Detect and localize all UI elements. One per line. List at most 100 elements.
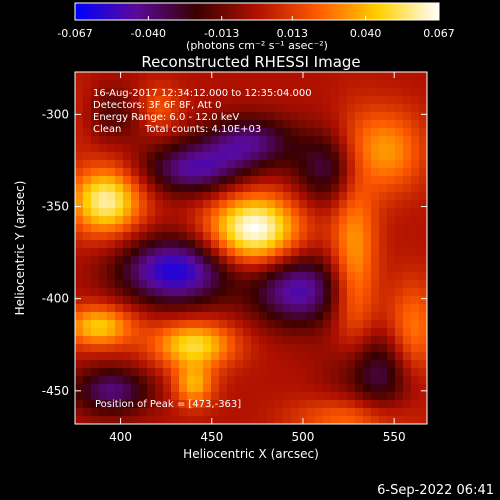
- heatmap-cell: [171, 288, 180, 297]
- heatmap-cell: [171, 216, 180, 225]
- heatmap-cell: [123, 376, 132, 385]
- heatmap-cell: [267, 72, 276, 81]
- heatmap-cell: [187, 376, 196, 385]
- heatmap-cell: [251, 168, 260, 177]
- heatmap-cell: [211, 304, 220, 313]
- heatmap-cell: [411, 104, 420, 113]
- heatmap-cell: [243, 272, 252, 281]
- heatmap-cell: [347, 240, 356, 249]
- heatmap-cell: [171, 120, 180, 129]
- heatmap-cell: [195, 120, 204, 129]
- heatmap-cell: [355, 248, 364, 257]
- heatmap-cell: [379, 224, 388, 233]
- heatmap-cell: [347, 160, 356, 169]
- heatmap-cell: [107, 320, 116, 329]
- heatmap-cell: [419, 344, 427, 353]
- heatmap-cell: [91, 352, 100, 361]
- heatmap-cell: [371, 256, 380, 265]
- heatmap-cell: [147, 144, 156, 153]
- heatmap-cell: [187, 192, 196, 201]
- heatmap-cell: [195, 328, 204, 337]
- heatmap-cell: [163, 176, 172, 185]
- heatmap-cell: [267, 360, 276, 369]
- heatmap-cell: [267, 272, 276, 281]
- heatmap-cell: [339, 400, 348, 409]
- heatmap-cell: [139, 344, 148, 353]
- heatmap-cell: [123, 288, 132, 297]
- heatmap-cell: [83, 312, 92, 321]
- heatmap-cell: [339, 96, 348, 105]
- heatmap-cell: [291, 264, 300, 273]
- heatmap-cell: [363, 232, 372, 241]
- heatmap-cell: [243, 240, 252, 249]
- heatmap-cell: [307, 368, 316, 377]
- heatmap-cell: [75, 352, 84, 361]
- heatmap-cell: [203, 312, 212, 321]
- heatmap-cell: [203, 264, 212, 273]
- heatmap-cell: [283, 344, 292, 353]
- heatmap-cell: [403, 144, 412, 153]
- heatmap-cell: [187, 288, 196, 297]
- heatmap-cell: [323, 336, 332, 345]
- heatmap-cell: [195, 152, 204, 161]
- heatmap-cell: [259, 256, 268, 265]
- heatmap-cell: [339, 392, 348, 401]
- heatmap-cell: [387, 192, 396, 201]
- heatmap-cell: [235, 200, 244, 209]
- heatmap-cell: [123, 400, 132, 409]
- heatmap-cell: [315, 192, 324, 201]
- heatmap-cell: [315, 144, 324, 153]
- heatmap-cell: [91, 288, 100, 297]
- heatmap-cell: [379, 400, 388, 409]
- heatmap-cell: [355, 416, 364, 424]
- heatmap-cell: [267, 232, 276, 241]
- heatmap-cell: [299, 176, 308, 185]
- heatmap-cell: [299, 248, 308, 257]
- heatmap-cell: [91, 232, 100, 241]
- heatmap-cell: [283, 400, 292, 409]
- heatmap-cell: [211, 408, 220, 417]
- heatmap-cell: [139, 328, 148, 337]
- heatmap-cell: [315, 216, 324, 225]
- heatmap-cell: [379, 184, 388, 193]
- heatmap-cell: [155, 208, 164, 217]
- heatmap-cell: [123, 88, 132, 97]
- heatmap-cell: [259, 128, 268, 137]
- heatmap-cell: [347, 104, 356, 113]
- heatmap-cell: [283, 336, 292, 345]
- heatmap-cell: [387, 240, 396, 249]
- heatmap-cell: [275, 120, 284, 129]
- heatmap-cell: [283, 184, 292, 193]
- heatmap-cell: [155, 264, 164, 273]
- heatmap-cell: [179, 328, 188, 337]
- heatmap-cell: [291, 144, 300, 153]
- heatmap-cell: [379, 136, 388, 145]
- heatmap-cell: [395, 120, 404, 129]
- heatmap-cell: [147, 168, 156, 177]
- heatmap-cell: [171, 168, 180, 177]
- heatmap-cell: [155, 376, 164, 385]
- heatmap-cell: [291, 152, 300, 161]
- heatmap-cell: [275, 248, 284, 257]
- heatmap-cell: [419, 80, 427, 89]
- heatmap-cell: [403, 296, 412, 305]
- heatmap-cell: [363, 336, 372, 345]
- heatmap-cell: [419, 384, 427, 393]
- heatmap-cell: [411, 416, 420, 424]
- y-tick-label: -400: [42, 292, 69, 306]
- heatmap-cell: [411, 248, 420, 257]
- heatmap-cell: [131, 320, 140, 329]
- heatmap-cell: [299, 208, 308, 217]
- heatmap-cell: [291, 72, 300, 81]
- heatmap-cell: [291, 312, 300, 321]
- heatmap-cell: [179, 336, 188, 345]
- heatmap-cell: [339, 272, 348, 281]
- heatmap-cell: [419, 352, 427, 361]
- heatmap-cell: [219, 368, 228, 377]
- heatmap-cell: [379, 368, 388, 377]
- heatmap-cell: [251, 280, 260, 289]
- heatmap-cell: [219, 104, 228, 113]
- heatmap-cell: [259, 272, 268, 281]
- heatmap-cell: [219, 408, 228, 417]
- heatmap-cell: [379, 144, 388, 153]
